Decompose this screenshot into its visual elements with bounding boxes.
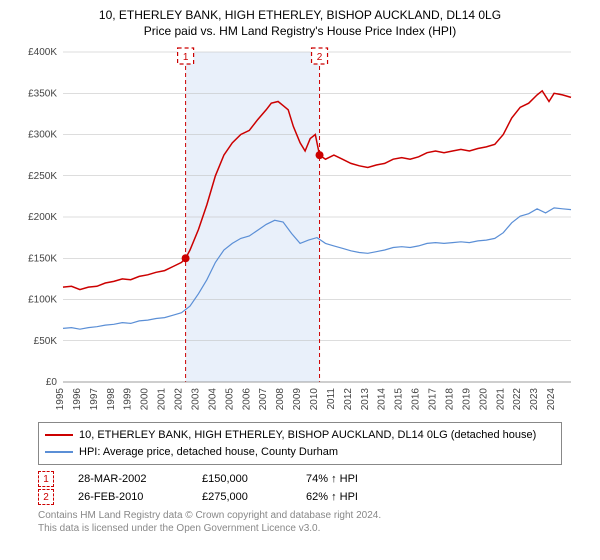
svg-text:2022: 2022 — [512, 388, 523, 411]
svg-text:2016: 2016 — [411, 388, 422, 411]
svg-text:2007: 2007 — [258, 388, 269, 411]
svg-text:2001: 2001 — [157, 388, 168, 411]
svg-text:£250K: £250K — [28, 171, 57, 182]
legend: 10, ETHERLEY BANK, HIGH ETHERLEY, BISHOP… — [38, 422, 562, 465]
svg-text:£0: £0 — [46, 377, 58, 388]
svg-text:2012: 2012 — [343, 388, 354, 411]
legend-label: 10, ETHERLEY BANK, HIGH ETHERLEY, BISHOP… — [79, 427, 536, 444]
footer-line-2: This data is licensed under the Open Gov… — [38, 522, 562, 535]
svg-text:2019: 2019 — [461, 388, 472, 411]
event-hpi: 62% ↑ HPI — [306, 491, 386, 503]
svg-text:2010: 2010 — [309, 388, 320, 411]
svg-text:2006: 2006 — [241, 388, 252, 411]
event-date: 28-MAR-2002 — [78, 473, 178, 485]
legend-item: 10, ETHERLEY BANK, HIGH ETHERLEY, BISHOP… — [45, 427, 555, 444]
svg-text:2020: 2020 — [478, 388, 489, 411]
svg-text:2014: 2014 — [377, 388, 388, 411]
event-badge: 2 — [38, 489, 54, 505]
event-badge: 1 — [38, 471, 54, 487]
svg-text:£100K: £100K — [28, 295, 57, 306]
svg-text:2008: 2008 — [275, 388, 286, 411]
chart-svg: £0 £50K £100K £150K £200K £250K £300K £350K £400… — [13, 44, 583, 414]
event-date: 26-FEB-2010 — [78, 491, 178, 503]
svg-text:1998: 1998 — [106, 388, 117, 411]
svg-text:2009: 2009 — [292, 388, 303, 411]
svg-text:1997: 1997 — [89, 388, 100, 411]
svg-text:2003: 2003 — [190, 388, 201, 411]
svg-text:2018: 2018 — [444, 388, 455, 411]
event-hpi: 74% ↑ HPI — [306, 473, 386, 485]
svg-text:2005: 2005 — [224, 388, 235, 411]
event-row: 1 28-MAR-2002 £150,000 74% ↑ HPI — [38, 471, 562, 487]
svg-text:£150K: £150K — [28, 253, 57, 264]
svg-text:2011: 2011 — [326, 388, 337, 410]
footer-attribution: Contains HM Land Registry data © Crown c… — [38, 509, 562, 535]
chart-container: 10, ETHERLEY BANK, HIGH ETHERLEY, BISHOP… — [0, 0, 600, 560]
svg-text:£350K: £350K — [28, 88, 57, 99]
svg-text:2015: 2015 — [394, 388, 405, 411]
svg-text:2023: 2023 — [529, 388, 540, 411]
svg-text:2: 2 — [317, 52, 323, 63]
event-price: £150,000 — [202, 473, 282, 485]
legend-item: HPI: Average price, detached house, Coun… — [45, 444, 555, 461]
footer-line-1: Contains HM Land Registry data © Crown c… — [38, 509, 562, 522]
svg-text:1996: 1996 — [72, 388, 83, 411]
svg-text:2024: 2024 — [546, 388, 557, 411]
title-line-1: 10, ETHERLEY BANK, HIGH ETHERLEY, BISHOP… — [8, 8, 592, 22]
svg-text:1995: 1995 — [55, 388, 66, 411]
legend-swatch — [45, 451, 73, 453]
svg-text:1: 1 — [183, 52, 189, 63]
svg-text:2004: 2004 — [207, 388, 218, 411]
legend-swatch — [45, 434, 73, 436]
svg-text:£50K: £50K — [34, 336, 58, 347]
svg-text:1999: 1999 — [123, 388, 134, 411]
svg-text:2021: 2021 — [495, 388, 506, 411]
title-line-2: Price paid vs. HM Land Registry's House … — [8, 24, 592, 38]
event-price: £275,000 — [202, 491, 282, 503]
event-list: 1 28-MAR-2002 £150,000 74% ↑ HPI 2 26-FE… — [38, 471, 562, 505]
price-chart: £0 £50K £100K £150K £200K £250K £300K £350K £400… — [13, 44, 583, 414]
event-row: 2 26-FEB-2010 £275,000 62% ↑ HPI — [38, 489, 562, 505]
svg-text:2017: 2017 — [428, 388, 439, 411]
svg-text:2013: 2013 — [360, 388, 371, 411]
svg-text:2002: 2002 — [174, 388, 185, 411]
svg-text:£200K: £200K — [28, 212, 57, 223]
svg-text:2000: 2000 — [140, 388, 151, 411]
svg-text:£400K: £400K — [28, 47, 57, 58]
legend-label: HPI: Average price, detached house, Coun… — [79, 444, 338, 461]
svg-text:£300K: £300K — [28, 130, 57, 141]
